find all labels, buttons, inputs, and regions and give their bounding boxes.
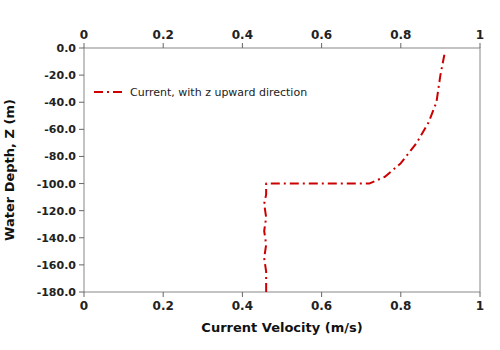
x-tick-label: 1 [476,299,484,313]
x2-tick-label: 0.8 [390,28,411,42]
plot-frame [84,48,480,292]
y-axis-label: Water Depth, Z (m) [2,99,17,241]
legend-swatch [94,91,124,93]
x-tick [480,292,481,297]
x2-tick [321,43,322,48]
x2-tick [242,43,243,48]
x-tick [321,292,322,297]
y-tick-label: -20.0 [44,69,76,82]
x-tick [163,292,164,297]
y-tick [79,129,84,130]
y-tick [79,264,84,265]
x-tick-label: 0.4 [232,299,253,313]
y-tick-label: -100.0 [37,178,77,191]
x2-tick [84,43,85,48]
y-tick-label: -80.0 [44,150,76,163]
x-axis-label: Current Velocity (m/s) [201,320,362,335]
legend-label: Current, with z upward direction [130,86,307,99]
y-tick [79,75,84,76]
y-tick-label: 0.0 [57,42,77,55]
x-tick [84,292,85,297]
y-tick-label: -40.0 [44,96,76,109]
x2-tick-label: 0.6 [311,28,332,42]
x2-tick [163,43,164,48]
x2-tick-label: 0.4 [232,28,253,42]
y-tick [79,102,84,103]
x-tick [242,292,243,297]
x2-tick [400,43,401,48]
y-tick-label: -160.0 [37,259,77,272]
y-tick [79,292,84,293]
y-tick-label: -140.0 [37,232,77,245]
legend: Current, with z upward direction [94,86,307,99]
x-tick-label: 0.6 [311,299,332,313]
y-tick-label: -180.0 [37,286,77,299]
x-tick-label: 0.2 [153,299,174,313]
x2-tick-label: 1 [476,28,484,42]
x2-tick-label: 0 [80,28,88,42]
x2-tick [480,43,481,48]
x2-tick-label: 0.2 [153,28,174,42]
y-tick-label: -60.0 [44,123,76,136]
x-tick-label: 0 [80,299,88,313]
y-tick [79,156,84,157]
y-tick-label: -120.0 [37,205,77,218]
y-tick [79,237,84,238]
x-tick-label: 0.8 [390,299,411,313]
x-tick [400,292,401,297]
y-tick [79,183,84,184]
chart: 0 0 0.2 0.2 0.4 0.4 0.6 0.6 0.8 0.8 1 1 0.0 -20.0 -40.… [0,0,500,350]
y-tick [79,210,84,211]
y-tick [79,48,84,49]
